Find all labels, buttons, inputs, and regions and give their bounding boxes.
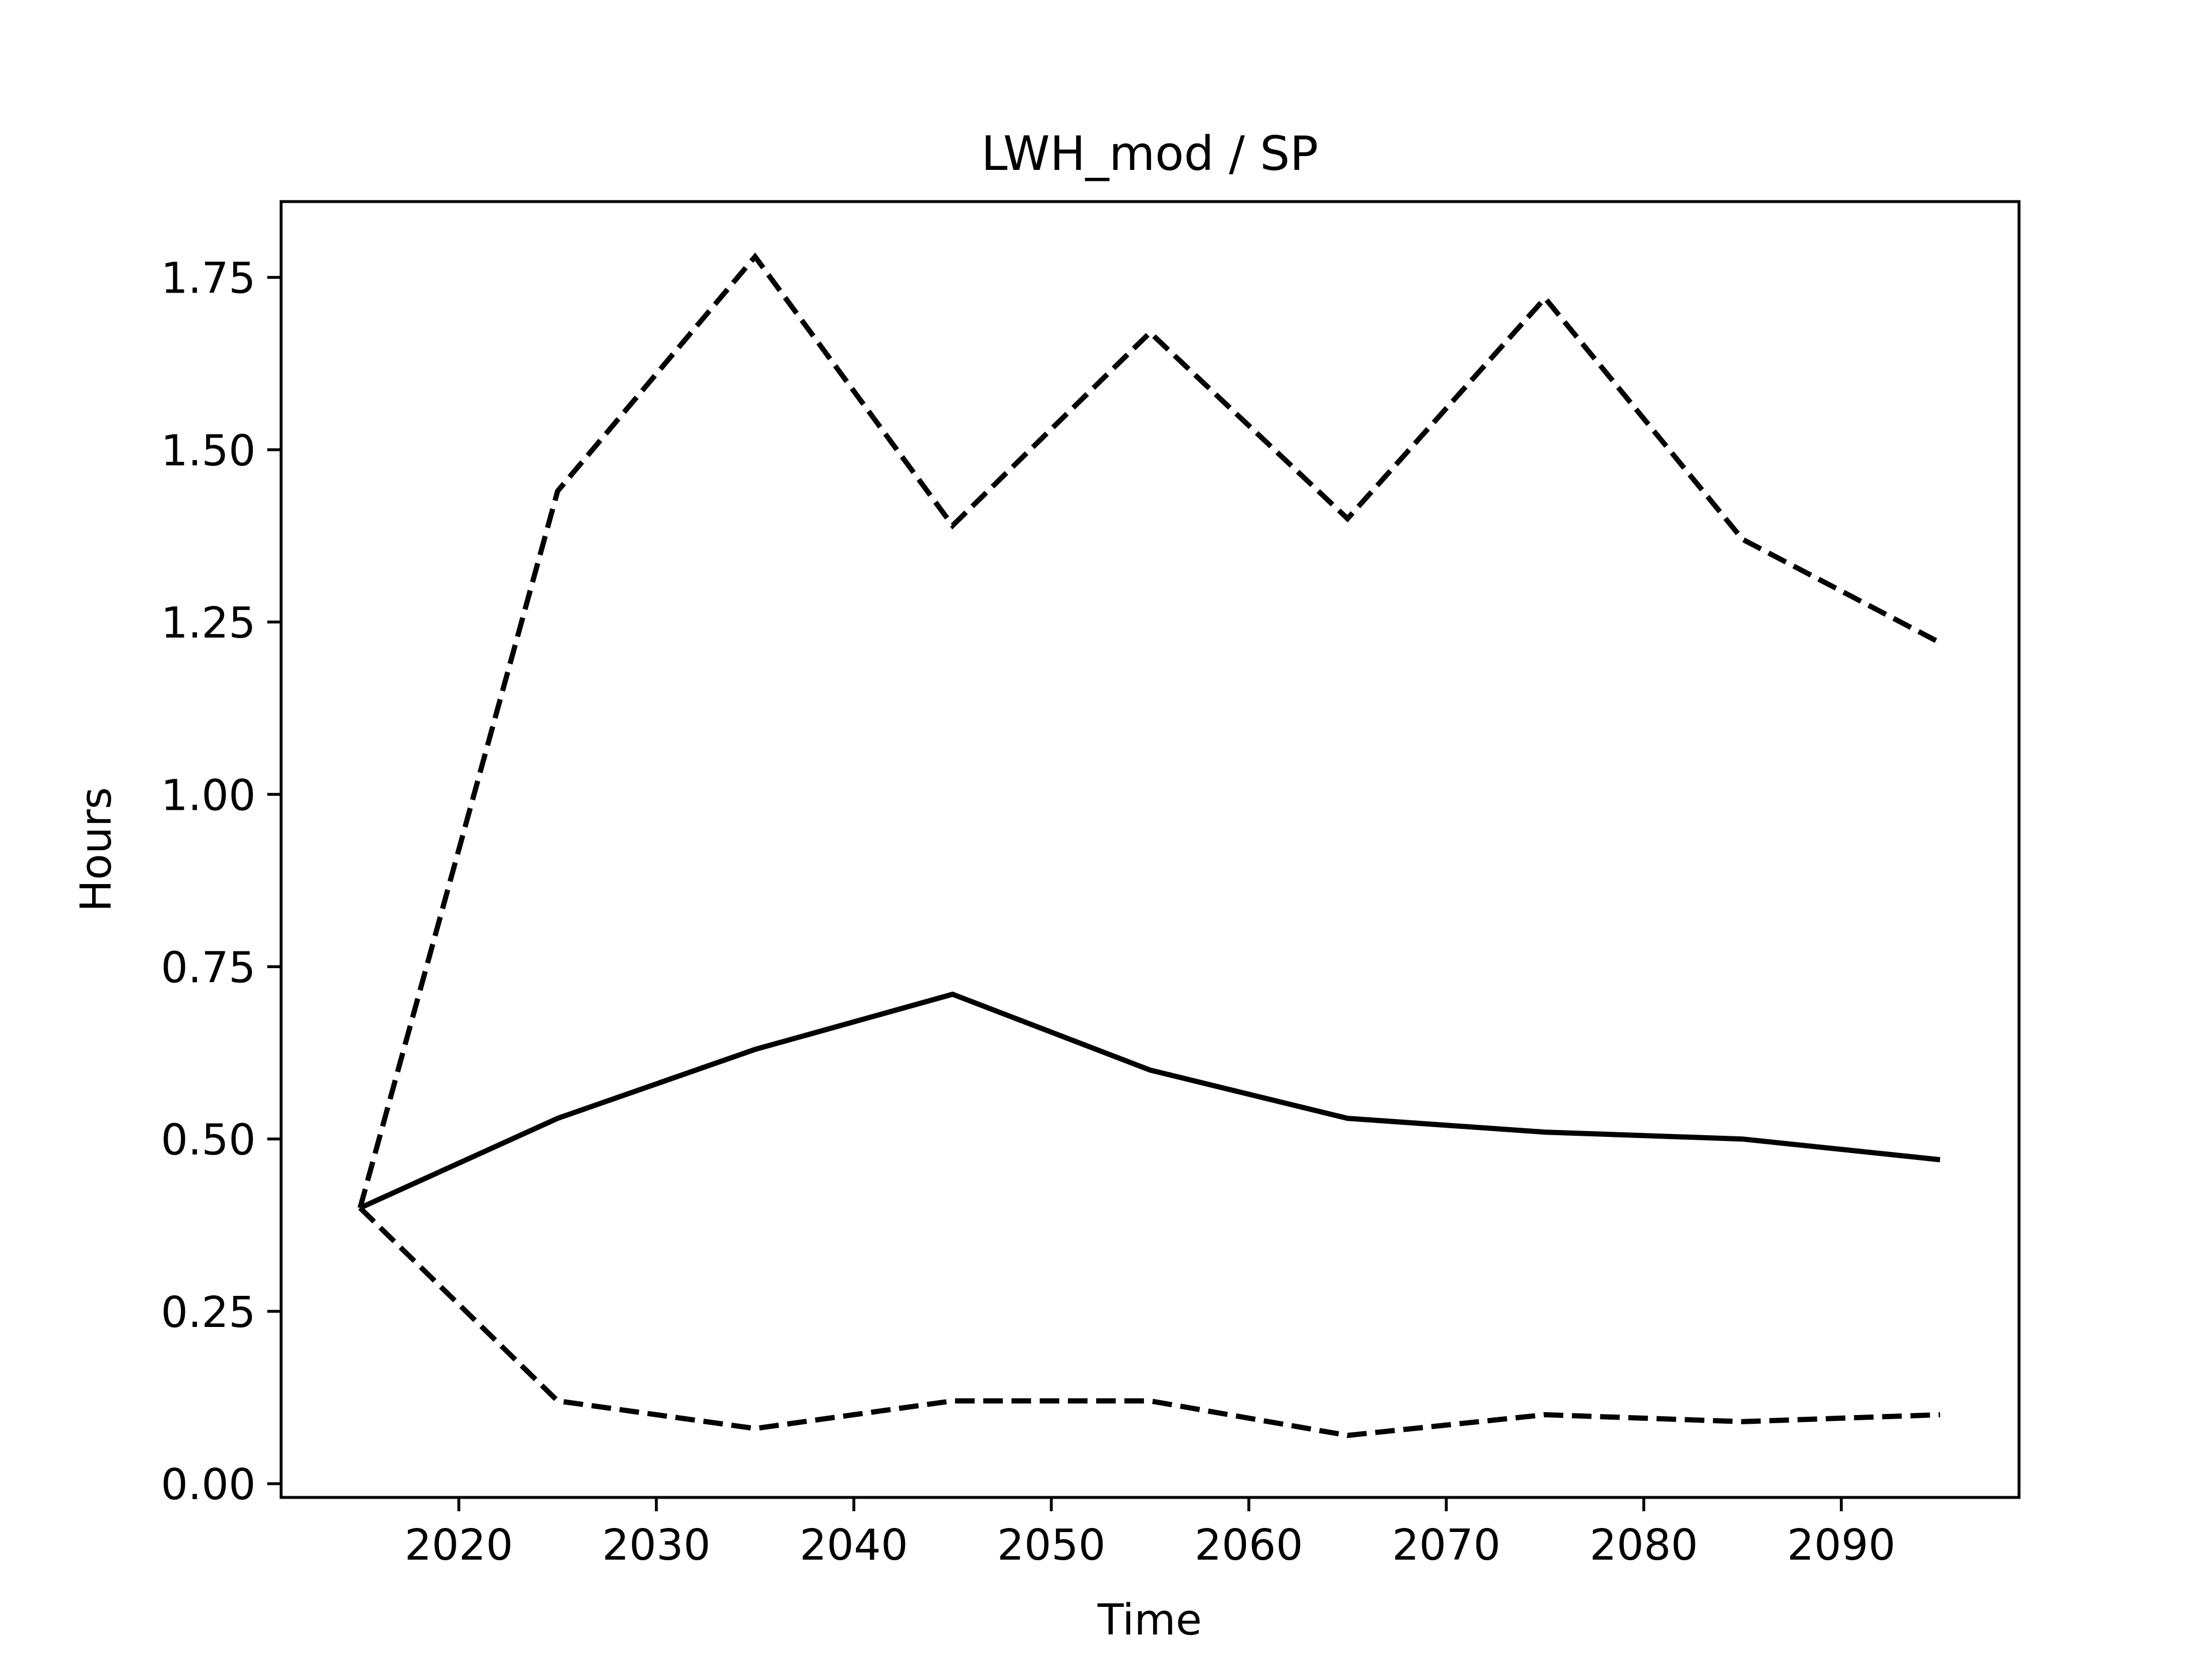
y-axis-label: Hours xyxy=(71,787,121,912)
y-tick-label: 0.00 xyxy=(161,1460,256,1510)
x-tick-label: 2070 xyxy=(1392,1520,1501,1570)
x-tick-label: 2040 xyxy=(800,1520,908,1570)
chart-title: LWH_mod / SP xyxy=(981,127,1318,181)
y-tick-label: 0.25 xyxy=(161,1288,256,1337)
x-axis: 2020 2030 2040 2050 2060 2070 2080 2090 xyxy=(404,1497,1896,1570)
solid-series-line-0 xyxy=(359,991,1941,1211)
dashed-series-line-2 xyxy=(358,1206,1941,1438)
y-tick-label: 1.50 xyxy=(161,426,256,476)
x-tick-label: 2050 xyxy=(997,1520,1105,1570)
x-tick-label: 2020 xyxy=(404,1520,513,1570)
y-tick-label: 1.25 xyxy=(161,598,256,648)
dashed-series-line-1 xyxy=(357,252,1941,1209)
x-tick-label: 2060 xyxy=(1195,1520,1303,1570)
x-tick-label: 2090 xyxy=(1787,1520,1895,1570)
x-tick-label: 2080 xyxy=(1589,1520,1698,1570)
y-axis: 0.00 0.25 0.50 0.75 1.00 1.25 1.50 1.75 xyxy=(161,254,281,1510)
y-tick-label: 0.50 xyxy=(161,1116,256,1165)
y-tick-label: 0.75 xyxy=(161,943,256,992)
plot-frame xyxy=(279,200,2021,1499)
series-layer xyxy=(357,252,1941,1438)
y-tick-label: 1.00 xyxy=(161,771,256,820)
x-axis-label: Time xyxy=(1097,1595,1202,1645)
y-tick-label: 1.75 xyxy=(161,254,256,304)
x-tick-label: 2030 xyxy=(602,1520,710,1570)
